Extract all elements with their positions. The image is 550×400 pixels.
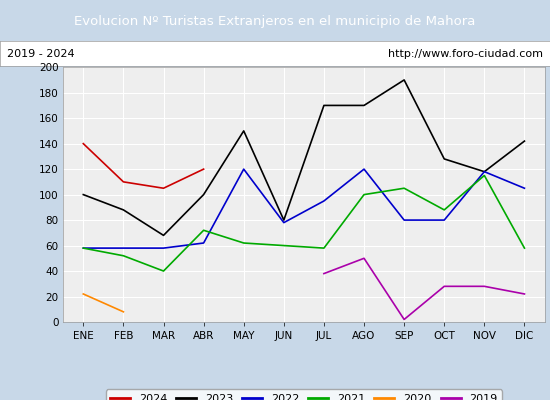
Legend: 2024, 2023, 2022, 2021, 2020, 2019: 2024, 2023, 2022, 2021, 2020, 2019	[106, 389, 502, 400]
Text: Evolucion Nº Turistas Extranjeros en el municipio de Mahora: Evolucion Nº Turistas Extranjeros en el …	[74, 14, 476, 28]
Text: http://www.foro-ciudad.com: http://www.foro-ciudad.com	[388, 49, 543, 59]
Text: 2019 - 2024: 2019 - 2024	[7, 49, 74, 59]
